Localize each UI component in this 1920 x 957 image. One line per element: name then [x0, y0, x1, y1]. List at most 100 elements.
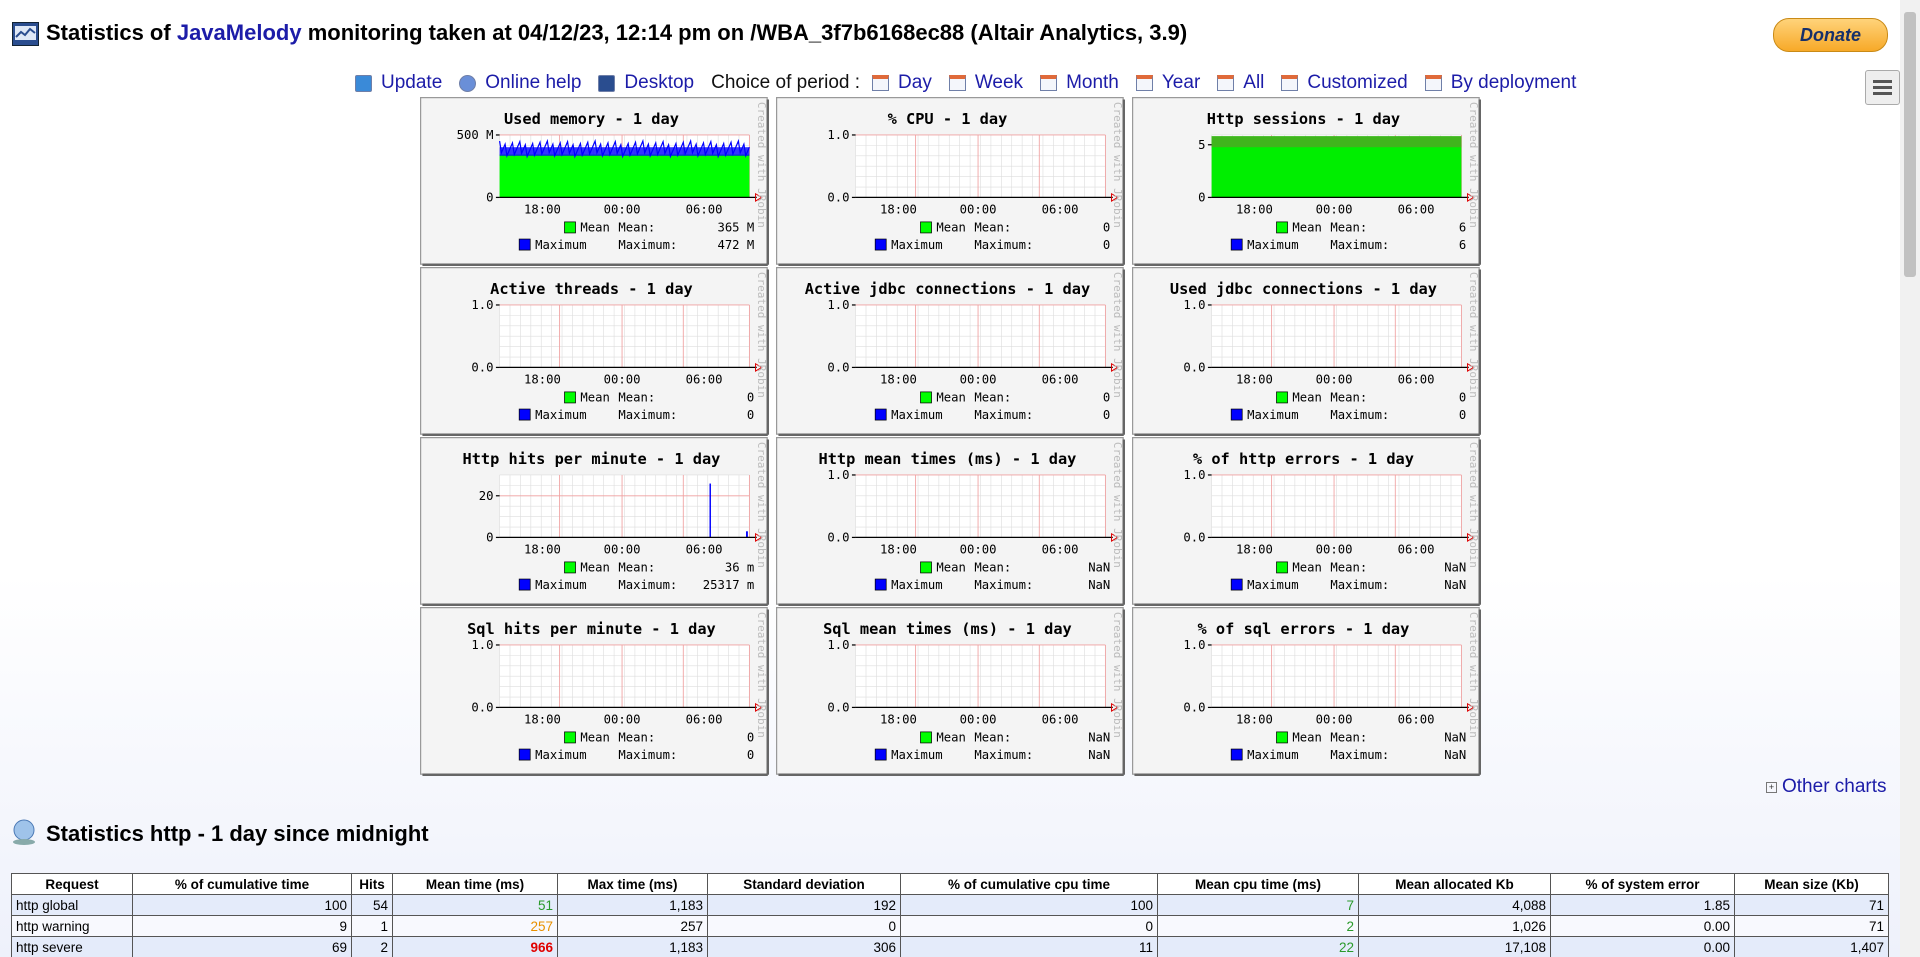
calendar-icon	[948, 75, 966, 91]
request-name[interactable]: http warning	[11, 915, 133, 937]
x-tick-label: 06:00	[1042, 372, 1079, 386]
table-cell: 17,108	[1358, 936, 1551, 957]
axis-arrow	[1467, 532, 1475, 542]
table-cell: 22	[1157, 936, 1359, 957]
legend-value: 0	[1459, 408, 1466, 422]
nav-link-text[interactable]: Online help	[485, 72, 582, 93]
table-cell: 966	[392, 936, 558, 957]
column-header[interactable]: Mean time (ms)	[392, 873, 558, 895]
column-header[interactable]: Standard deviation	[707, 873, 901, 895]
period-text[interactable]: By deployment	[1450, 72, 1577, 93]
chart-title: Http sessions - 1 day	[1207, 110, 1400, 128]
other-charts-text[interactable]: Other charts	[1782, 776, 1887, 797]
period-link[interactable]: Month	[1040, 72, 1119, 94]
nav-link[interactable]: Update	[355, 72, 442, 94]
request-name[interactable]: http severe	[11, 936, 133, 957]
y-tick-label: 0	[486, 191, 493, 205]
x-tick-label: 06:00	[686, 712, 723, 726]
axis-arrow	[1111, 532, 1119, 542]
chart-title: Sql hits per minute - 1 day	[467, 620, 716, 638]
nav-link[interactable]: Desktop	[598, 72, 694, 94]
legend-name: Mean	[936, 391, 965, 405]
legend-name: Maximum	[1247, 408, 1299, 422]
calendar-icon	[1217, 75, 1235, 91]
x-tick-label: 00:00	[604, 372, 641, 386]
legend-name: Maximum	[535, 748, 587, 762]
period-link[interactable]: All	[1217, 72, 1264, 94]
column-header[interactable]: Max time (ms)	[557, 873, 708, 895]
other-charts-link[interactable]: + Other charts	[1766, 776, 1887, 798]
period-link[interactable]: Day	[872, 72, 932, 94]
watermark: Created with JRobin	[1467, 102, 1480, 228]
legend-value: 365 M	[717, 221, 754, 235]
legend-label: Mean:	[1330, 561, 1367, 575]
chart-title: Http hits per minute - 1 day	[463, 450, 721, 468]
axis-arrow	[1111, 192, 1119, 202]
scrollbar[interactable]	[1900, 0, 1920, 957]
x-tick-label: 06:00	[1398, 712, 1435, 726]
y-tick-label: 0.0	[471, 361, 493, 375]
calendar-icon	[1135, 75, 1153, 91]
period-link[interactable]: By deployment	[1424, 72, 1577, 94]
calendar-icon	[872, 75, 890, 91]
y-tick-label: 1.0	[827, 298, 849, 312]
legend-label: Mean:	[1330, 731, 1367, 745]
period-text[interactable]: Month	[1066, 72, 1119, 93]
legend-name: Mean	[580, 391, 609, 405]
legend-label: Mean:	[974, 731, 1011, 745]
column-header[interactable]: Request	[11, 873, 133, 895]
axis-arrow	[1467, 362, 1475, 372]
period-text[interactable]: Customized	[1307, 72, 1408, 93]
legend-value: 0	[1103, 221, 1110, 235]
period-text[interactable]: Year	[1161, 72, 1201, 93]
x-tick-label: 06:00	[686, 202, 723, 216]
column-header[interactable]: Mean cpu time (ms)	[1157, 873, 1359, 895]
chart-title: % of http errors - 1 day	[1193, 450, 1414, 468]
y-tick-label: 1.0	[827, 128, 849, 142]
y-tick-label: 0.0	[1183, 701, 1205, 715]
legend-name: Mean	[580, 221, 609, 235]
request-name[interactable]: http global	[11, 894, 133, 916]
column-header[interactable]: Mean allocated Kb	[1358, 873, 1551, 895]
max-band	[499, 147, 750, 156]
legend-name: Maximum	[1247, 578, 1299, 592]
nav-link-text[interactable]: Update	[381, 72, 443, 93]
period-link[interactable]: Year	[1135, 72, 1201, 94]
menu-button[interactable]	[1865, 70, 1900, 105]
brand-link[interactable]: JavaMelody	[176, 20, 302, 45]
table-cell: 9	[132, 915, 352, 937]
x-tick-label: 18:00	[880, 202, 917, 216]
watermark: Created with JRobin	[1467, 272, 1480, 398]
legend-value: NaN	[1444, 561, 1466, 575]
column-header[interactable]: % of system error	[1550, 873, 1735, 895]
column-header[interactable]: % of cumulative time	[132, 873, 352, 895]
nav-icon	[459, 74, 477, 92]
period-text[interactable]: Week	[974, 72, 1024, 93]
table-cell: 69	[132, 936, 352, 957]
nav-link-text[interactable]: Desktop	[624, 72, 695, 93]
chart-title: Used jdbc connections - 1 day	[1170, 280, 1437, 298]
legend-name: Mean	[936, 561, 965, 575]
period-link[interactable]: Customized	[1281, 72, 1408, 94]
x-tick-label: 06:00	[1042, 542, 1079, 556]
page-title: Statistics of JavaMelody monitoring take…	[46, 20, 1187, 46]
legend-value: 0	[1103, 238, 1110, 252]
period-text[interactable]: Day	[898, 72, 932, 93]
section-title: Statistics http - 1 day since midnight	[46, 821, 429, 846]
column-header[interactable]: % of cumulative cpu time	[900, 873, 1158, 895]
period-text[interactable]: All	[1243, 72, 1265, 93]
nav-link[interactable]: Online help	[459, 72, 581, 94]
table-cell: 100	[900, 894, 1158, 916]
legend-name: Maximum	[535, 408, 587, 422]
chart-title: % CPU - 1 day	[888, 110, 1008, 128]
period-link[interactable]: Week	[948, 72, 1024, 94]
legend-name: Maximum	[891, 408, 943, 422]
y-tick-label: 1.0	[827, 638, 849, 652]
legend-name: Maximum	[891, 238, 943, 252]
donate-button[interactable]: Donate	[1773, 18, 1888, 52]
column-header[interactable]: Mean size (Kb)	[1734, 873, 1889, 895]
column-header[interactable]: Hits	[351, 873, 393, 895]
legend-swatch	[564, 561, 576, 574]
